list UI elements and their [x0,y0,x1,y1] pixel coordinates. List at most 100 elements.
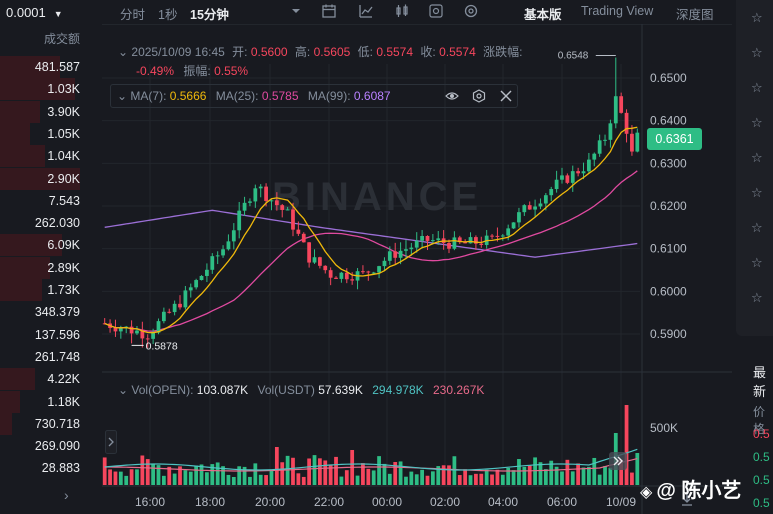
candle-body [226,241,231,250]
tick-size-select[interactable]: 0.0001 ▼ [6,5,63,20]
volume-row: 28.883 [0,457,98,479]
download-icon[interactable] [680,493,694,507]
candle-body [393,251,398,258]
time-axis-label: 04:00 [488,495,518,509]
candle-body [479,243,484,245]
tab-15m[interactable]: 15分钟 [190,8,229,22]
star-icon[interactable]: ☆ [751,80,763,95]
candle-body [597,140,602,154]
tab-tradingview[interactable]: Trading View [581,4,654,18]
volume-row: 730.718 [0,412,98,435]
volume-bar [194,465,199,485]
tab-time-share[interactable]: 分时 [120,8,146,22]
volume-value: 1.03K [47,82,80,97]
volume-value: 7.543 [48,193,80,208]
close-icon[interactable] [499,89,513,103]
candle-body [274,200,279,206]
star-icon[interactable]: ☆ [751,185,763,200]
volume-bar [474,473,478,485]
candle-body [140,330,145,339]
tab-depth[interactable]: 深度图 [676,8,714,22]
volume-bar [221,466,225,485]
candle-body [377,266,381,273]
chevron-right-icon[interactable]: › [64,487,69,503]
star-icon[interactable]: ☆ [751,45,763,60]
candle-body [608,123,613,140]
candle-body [414,240,419,248]
calendar-icon[interactable] [321,3,337,19]
eye-icon[interactable] [445,89,459,103]
volume-bar [237,466,242,485]
volume-row: 3.90K [0,100,98,123]
candle-body [619,96,624,113]
star-icon[interactable]: ☆ [751,220,763,235]
time-axis-label: 02:00 [430,495,460,509]
volume-bar [274,447,279,485]
collapse-caret-icon[interactable]: ⌄ [118,45,129,59]
volume-row: 1.73K [0,279,98,301]
star-icon[interactable]: ☆ [751,115,763,130]
candle-body [436,238,441,241]
tick-size-value: 0.0001 [6,5,46,20]
expand-left-icon[interactable] [105,430,117,454]
chart-toolbar: 分时 1秒 15分钟 基本版 Trading View 深度图 [102,0,732,24]
line-chart-icon[interactable] [358,3,374,19]
latest-trades-title: 最新 [753,365,767,399]
candle-body [366,271,371,273]
vol-usdt-value: 57.639K [318,383,363,397]
star-icon[interactable]: ☆ [751,10,763,25]
collapse-caret-icon[interactable]: ⌄ [117,89,128,103]
candle-body [264,186,268,201]
candle-body [565,175,570,183]
candle-body [543,195,548,204]
candle-body [587,159,591,172]
candle-body [538,203,543,207]
star-icon[interactable]: ☆ [751,255,763,270]
volume-bar [124,475,129,485]
candle-body [167,311,172,313]
volume-bar [425,475,430,485]
volume-row: 262.030 [0,212,98,234]
volume-bar [398,461,403,485]
volume-bar [161,475,166,485]
volume-bar [511,470,516,485]
volume-row: 261.748 [0,346,98,368]
author-watermark: ◈ @ 陈小艺 [640,474,741,503]
collapse-caret-icon[interactable]: ⌄ [118,383,129,397]
volume-bar [404,476,408,485]
price-chart[interactable]: BINANCE 0.6548 0.5878 0.6500 0.6400 0.6300 0… [102,24,732,514]
star-icon[interactable]: ☆ [751,290,763,305]
price-axis-label: 0.6400 [650,114,687,128]
volume-value: 730.718 [34,416,80,431]
ma7-line [104,126,638,334]
price-header: 价格 [753,405,766,436]
candle-body [630,133,634,152]
candle-body [447,242,451,249]
candle-body [420,235,424,241]
candle-body [318,257,322,266]
change-value: -0.49% [136,64,175,78]
scroll-right-icon[interactable] [609,452,627,470]
volume-bar [587,466,591,485]
volume-bar [366,468,371,485]
volume-bar [570,471,575,485]
chart-watermark: BINANCE [272,175,482,219]
volume-bar [592,457,597,485]
volume-row: 7.543 [0,190,98,212]
tab-1s[interactable]: 1秒 [158,8,178,22]
depth-bar [0,279,42,301]
indicator-settings-icon[interactable] [428,3,444,19]
tab-basic[interactable]: 基本版 [524,8,562,22]
watchlist-panel [736,0,773,336]
time-axis-label: 16:00 [135,495,165,509]
volume-bar [339,476,344,485]
settings-icon[interactable] [463,3,479,19]
volume-bar [248,476,252,485]
dropdown-caret-icon[interactable] [288,3,304,19]
settings-hex-icon[interactable] [472,89,486,103]
volume-value: 262.030 [34,216,80,231]
volume-bar [463,469,468,485]
candlestick-icon[interactable] [394,3,410,19]
volume-bar [500,474,505,485]
star-icon[interactable]: ☆ [751,150,763,165]
